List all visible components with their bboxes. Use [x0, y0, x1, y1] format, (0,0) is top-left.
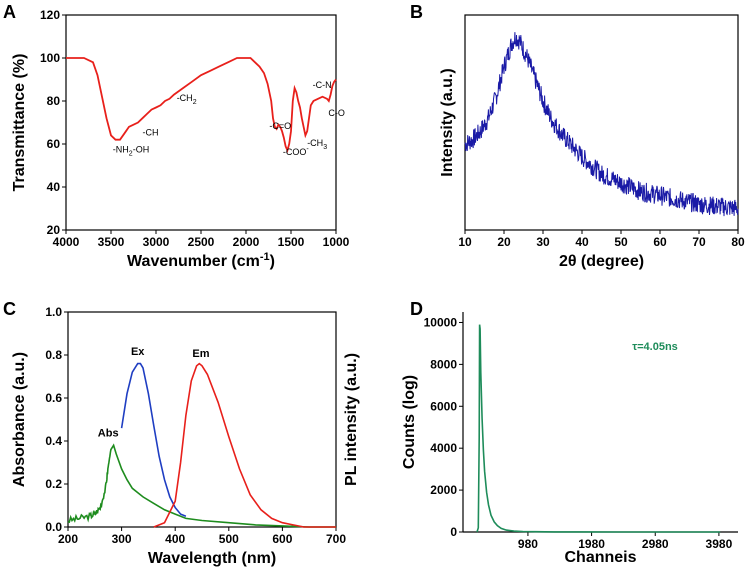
panel-b: 10 20 30 40 50 60 70 80 2θ (degree) Intensity (a.… — [439, 14, 745, 270]
x-tick-label-b: 30 — [536, 235, 550, 249]
annotation-a: -COO- — [283, 146, 310, 157]
annotation-a: -CH3 — [307, 138, 327, 151]
y-tick-label-d: 4000 — [430, 441, 457, 455]
x-tick-label-b: 80 — [731, 235, 745, 249]
y-tick-label-c: 0.2 — [45, 477, 62, 491]
series-line-em — [153, 362, 336, 528]
y-tick-label-d: 0 — [450, 525, 457, 539]
x-tick-label-d: 2980 — [642, 537, 669, 551]
y-tick-label-c: 0.4 — [45, 434, 62, 448]
y-tick-label-a: 60 — [47, 137, 61, 151]
y-tick-label-c: 0.8 — [45, 348, 62, 362]
x-axis-title-a: Wavenumber (cm-1) — [127, 251, 275, 270]
y-tick-label-d: 6000 — [430, 399, 457, 413]
panel-label-c: C — [3, 299, 16, 319]
y-axis-title-c: Absorbance (a.u.) — [11, 352, 28, 487]
y-tick-label-a: 80 — [47, 94, 61, 108]
y-tick-label-a: 100 — [40, 51, 60, 65]
x-axis-title-b: 2θ (degree) — [559, 253, 644, 270]
plot-frame-a — [65, 14, 337, 231]
x-tick-label-b: 50 — [614, 235, 628, 249]
x-tick-label-d: 3980 — [706, 537, 733, 551]
series-line-abs — [67, 443, 336, 528]
panel-label-b: B — [410, 2, 423, 22]
x-tick-label-b: 20 — [497, 235, 511, 249]
x-tick-label-c: 200 — [58, 532, 78, 546]
annotation-a: -NH2-OH — [113, 145, 149, 158]
x-tick-label-a: 1500 — [278, 235, 305, 249]
y-tick-label-d: 2000 — [430, 483, 457, 497]
y-axis-title-d: Counts (log) — [401, 375, 418, 469]
x-tick-label-b: 40 — [575, 235, 589, 249]
series-label-abs: Abs — [98, 428, 119, 440]
x-tick-label-c: 700 — [326, 532, 346, 546]
series-line-decay — [476, 324, 721, 533]
series-line-xrd — [464, 32, 739, 217]
y-tick-label-c: 0.6 — [45, 391, 62, 405]
x-tick-label-b: 70 — [692, 235, 706, 249]
annotation-a: -C=O — [269, 121, 291, 131]
x-axis-title-d: Channeis — [564, 549, 636, 566]
annotation-a: -CH2 — [177, 93, 197, 106]
panel-a: 4000 3500 3000 2500 2000 1500 1000 20 40 60 80 100 1… — [11, 8, 350, 270]
panel-labels: A B C D — [3, 2, 423, 319]
series-line-ftir — [66, 57, 337, 154]
x-tick-label-d: 980 — [518, 537, 538, 551]
x-tick-label-b: 10 — [458, 235, 472, 249]
y-tick-label-a: 120 — [40, 8, 60, 22]
x-tick-label-a: 3000 — [143, 235, 170, 249]
x-tick-label-a: 2000 — [233, 235, 260, 249]
x-tick-label-b: 60 — [653, 235, 667, 249]
annotation-a: C-O — [328, 108, 345, 118]
x-axis-title-c: Wavelength (nm) — [148, 550, 276, 567]
annotation-a: -CH — [143, 127, 159, 137]
panel-c: 200 300 400 500 600 700 0.0 0.2 0.4 0.6 0.8 1.0 Abs E… — [11, 305, 360, 567]
x-tick-label-c: 300 — [112, 532, 132, 546]
series-label-ex: Ex — [131, 346, 145, 358]
panel-label-d: D — [410, 299, 423, 319]
x-tick-label-a: 1000 — [323, 235, 350, 249]
y-tick-label-a: 40 — [47, 180, 61, 194]
y-axis-title-b: Intensity (a.u.) — [439, 68, 456, 176]
y-tick-label-d: 10000 — [424, 315, 458, 329]
x-tick-label-a: 2500 — [188, 235, 215, 249]
x-tick-label-c: 600 — [272, 532, 292, 546]
x-tick-label-d: 1980 — [578, 537, 605, 551]
lifetime-annotation: τ=4.05ns — [632, 341, 678, 353]
x-tick-label-a: 3500 — [98, 235, 125, 249]
y-axis-title-c-right: PL intensity (a.u.) — [343, 353, 360, 486]
annotation-a: -C-N — [313, 80, 332, 90]
y-tick-label-c: 0.0 — [45, 520, 62, 534]
plot-frame-c — [67, 311, 337, 528]
y-tick-label-c: 1.0 — [45, 305, 62, 319]
y-axis-title-a: Transmittance (%) — [11, 54, 28, 192]
panel-label-a: A — [3, 2, 16, 22]
panel-d: 980 1980 2980 3980 0 2000 4000 6000 8000 10000 τ=4… — [401, 312, 738, 566]
x-tick-label-c: 400 — [165, 532, 185, 546]
x-tick-label-a: 4000 — [53, 235, 80, 249]
series-line-ex — [120, 362, 187, 518]
series-label-em: Em — [192, 348, 209, 360]
x-tick-label-c: 500 — [219, 532, 239, 546]
y-tick-label-d: 8000 — [430, 357, 457, 371]
plot-frame-b — [464, 14, 739, 231]
y-tick-label-a: 20 — [47, 223, 61, 237]
